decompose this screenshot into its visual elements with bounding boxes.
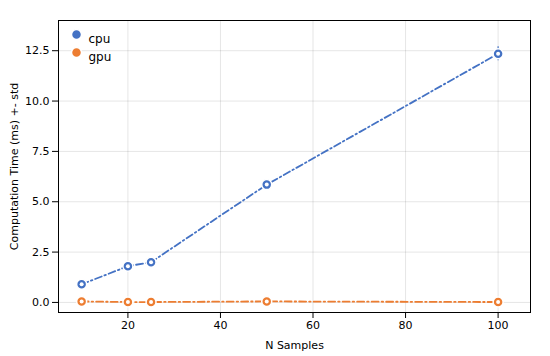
svg-text:10.0: 10.0 [25,95,50,108]
svg-text:40: 40 [213,319,227,332]
svg-text:2.5: 2.5 [32,246,50,259]
svg-text:N Samples: N Samples [265,339,324,352]
svg-text:gpu: gpu [89,50,112,64]
svg-text:20: 20 [121,319,135,332]
svg-text:Computation Time (ms) +- std: Computation Time (ms) +- std [8,83,21,250]
svg-text:60: 60 [306,319,320,332]
svg-text:12.5: 12.5 [25,44,50,57]
svg-text:0.0: 0.0 [32,296,50,309]
svg-text:7.5: 7.5 [32,145,50,158]
svg-text:5.0: 5.0 [32,195,50,208]
svg-text:80: 80 [399,319,413,332]
svg-text:cpu: cpu [89,32,111,46]
svg-text:100: 100 [488,319,509,332]
